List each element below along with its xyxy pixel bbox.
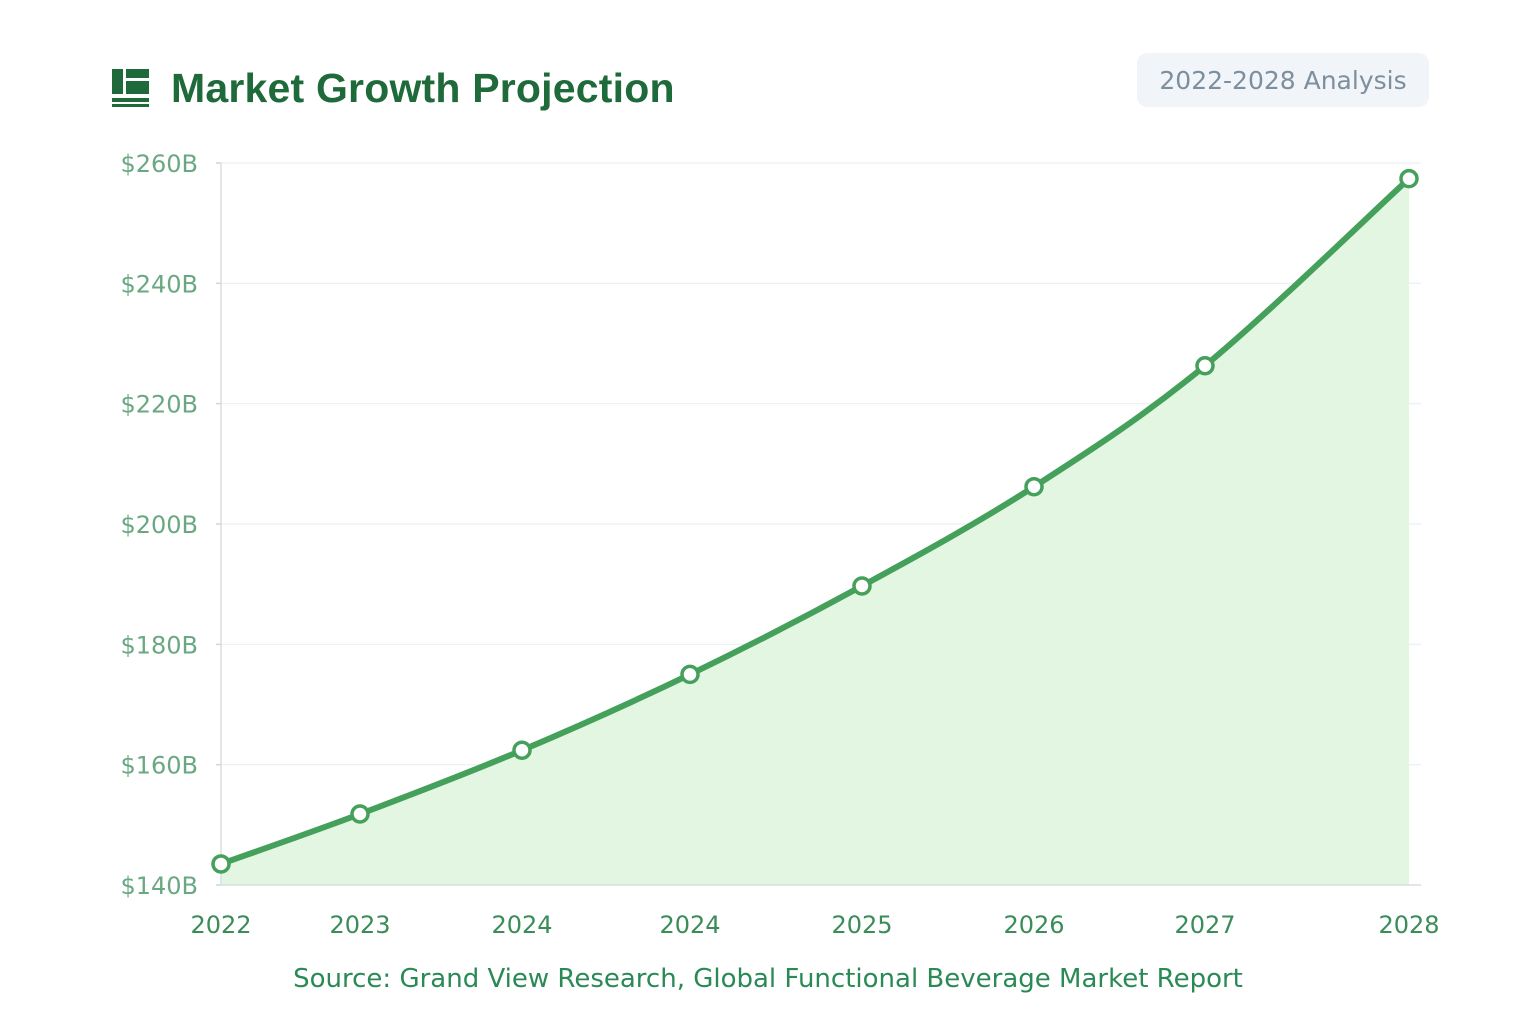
source-note: Source: Grand View Research, Global Func… — [293, 964, 1243, 994]
date-range-badge: 2022-2028 Analysis — [1137, 53, 1429, 107]
y-axis-ticks: $140B $160B $180B $200B $220B $240B $260B — [120, 150, 221, 900]
y-tick-label: $220B — [120, 391, 198, 419]
data-points — [211, 168, 1419, 874]
chart-layout-icon — [112, 69, 149, 107]
data-point — [350, 804, 370, 824]
y-tick-label: $140B — [120, 872, 198, 900]
y-tick-label: $200B — [120, 511, 198, 539]
chart-title: Market Growth Projection — [171, 64, 675, 111]
chart-header: Market Growth Projection — [112, 58, 675, 118]
y-tick-label: $160B — [120, 752, 198, 780]
data-point — [211, 854, 231, 874]
x-tick-label: 2026 — [1003, 911, 1064, 939]
data-point — [680, 664, 700, 685]
y-tick-label: $180B — [120, 631, 198, 659]
data-point — [852, 576, 872, 596]
data-point — [1024, 476, 1044, 497]
x-tick-label: 2028 — [1378, 911, 1439, 939]
data-point — [1399, 168, 1419, 189]
y-tick-label: $260B — [120, 150, 198, 178]
x-tick-label: 2024 — [659, 911, 720, 939]
x-tick-label: 2024 — [491, 911, 552, 939]
x-tick-label: 2022 — [190, 911, 251, 939]
data-point — [1195, 356, 1215, 376]
x-tick-label: 2025 — [831, 911, 892, 939]
x-tick-label: 2027 — [1174, 911, 1235, 939]
data-point — [512, 740, 532, 760]
x-axis-ticks: 2022 2023 2024 2024 2025 2026 2027 2028 — [190, 911, 1439, 939]
y-tick-label: $240B — [120, 270, 198, 298]
x-tick-label: 2023 — [329, 911, 390, 939]
area-fill — [221, 178, 1409, 886]
